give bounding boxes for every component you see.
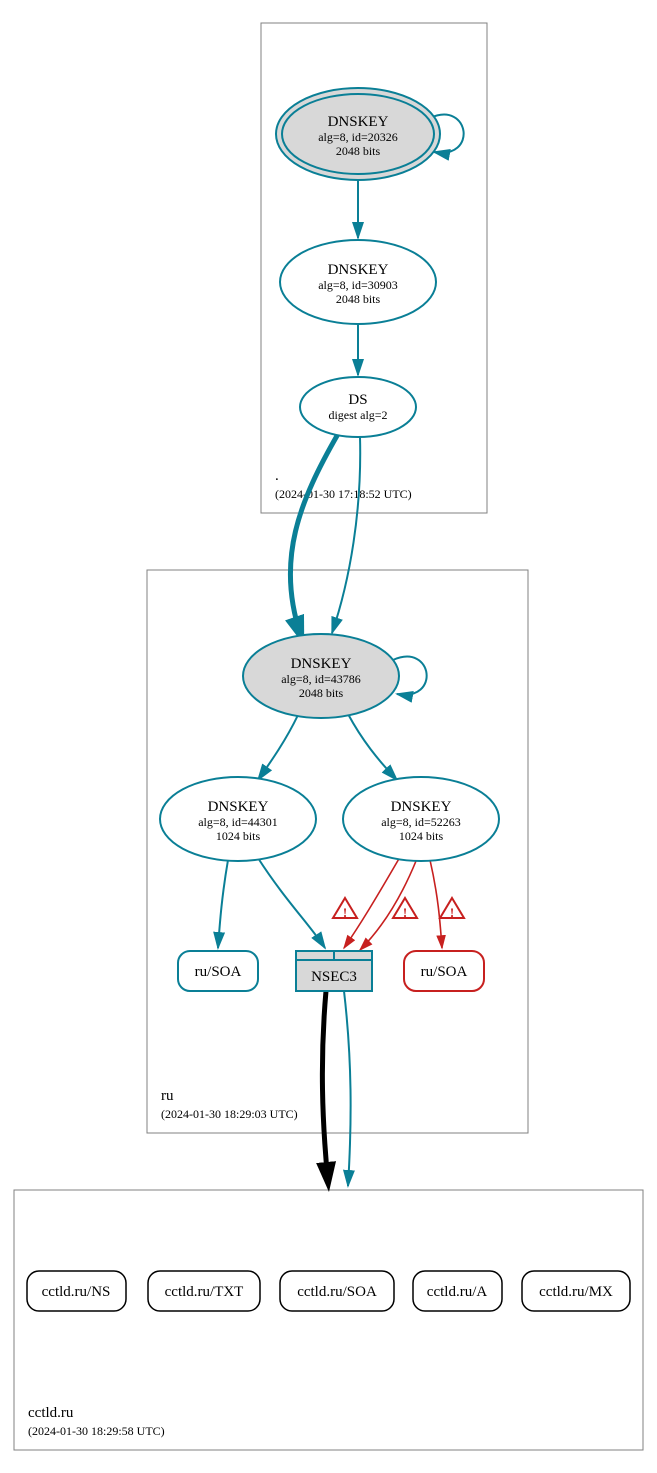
dnssec-diagram: . (2024-01-30 17:18:52 UTC) ru (2024-01-… <box>0 0 657 1473</box>
edge-ruksk-zsk1 <box>258 715 298 780</box>
svg-text:DNSKEY: DNSKEY <box>291 656 352 672</box>
svg-text:ru/SOA: ru/SOA <box>195 964 242 980</box>
node-root-ksk: DNSKEY alg=8, id=20326 2048 bits <box>276 88 440 180</box>
svg-text:NSEC3: NSEC3 <box>311 969 357 985</box>
svg-text:cctld.ru/A: cctld.ru/A <box>427 1284 488 1300</box>
node-ru-soa-red: ru/SOA <box>404 951 484 991</box>
node-cctld-mx: cctld.ru/MX <box>522 1271 630 1311</box>
svg-text:ru/SOA: ru/SOA <box>421 964 468 980</box>
svg-text:alg=8, id=44301: alg=8, id=44301 <box>198 815 278 829</box>
svg-text:2048 bits: 2048 bits <box>336 144 381 158</box>
node-cctld-ns: cctld.ru/NS <box>27 1271 126 1311</box>
svg-text:2048 bits: 2048 bits <box>336 292 381 306</box>
node-cctld-txt: cctld.ru/TXT <box>148 1271 260 1311</box>
edge-ds-ruksk-thick <box>290 434 338 636</box>
svg-text:DNSKEY: DNSKEY <box>208 799 269 815</box>
edge-ruksk-zsk2 <box>348 714 397 780</box>
zone-cctld-box <box>14 1190 643 1450</box>
edge-zsk1-soa <box>218 860 228 948</box>
svg-text:alg=8, id=52263: alg=8, id=52263 <box>381 815 461 829</box>
svg-text:!: ! <box>403 905 407 920</box>
svg-text:DS: DS <box>348 392 367 408</box>
node-root-zsk: DNSKEY alg=8, id=30903 2048 bits <box>280 240 436 324</box>
edge-zsk2-nsec3 <box>344 857 400 948</box>
svg-text:DNSKEY: DNSKEY <box>391 799 452 815</box>
svg-text:DNSKEY: DNSKEY <box>328 262 389 278</box>
edge-zsk1-nsec3 <box>258 858 325 948</box>
svg-text:digest alg=2: digest alg=2 <box>328 408 387 422</box>
node-ru-ksk: DNSKEY alg=8, id=43786 2048 bits <box>243 634 399 718</box>
warning-icon-3: ! <box>440 898 464 920</box>
edge-ds-ruksk <box>332 437 360 633</box>
edge-nsec3-cctld-teal <box>344 991 351 1186</box>
svg-text:cctld.ru/TXT: cctld.ru/TXT <box>165 1284 244 1300</box>
zone-root-label: . <box>275 468 279 484</box>
edge-nsec3-cctld-black <box>322 991 328 1182</box>
node-cctld-a: cctld.ru/A <box>413 1271 502 1311</box>
svg-text:cctld.ru/MX: cctld.ru/MX <box>539 1284 613 1300</box>
node-cctld-soa: cctld.ru/SOA <box>280 1271 394 1311</box>
node-ru-soa-teal: ru/SOA <box>178 951 258 991</box>
svg-text:alg=8, id=20326: alg=8, id=20326 <box>318 130 398 144</box>
svg-text:1024 bits: 1024 bits <box>399 829 444 843</box>
node-ru-zsk1: DNSKEY alg=8, id=44301 1024 bits <box>160 777 316 861</box>
node-root-ds: DS digest alg=2 <box>300 377 416 437</box>
zone-ru-timestamp: (2024-01-30 18:29:03 UTC) <box>161 1107 298 1121</box>
node-ru-zsk2: DNSKEY alg=8, id=52263 1024 bits <box>343 777 499 861</box>
svg-text:!: ! <box>343 905 347 920</box>
svg-text:!: ! <box>450 905 454 920</box>
zone-cctld-timestamp: (2024-01-30 18:29:58 UTC) <box>28 1424 165 1438</box>
svg-text:2048 bits: 2048 bits <box>299 686 344 700</box>
svg-text:alg=8, id=30903: alg=8, id=30903 <box>318 278 398 292</box>
edge-zsk2-soa2 <box>430 860 442 948</box>
node-nsec3: NSEC3 <box>296 951 372 991</box>
svg-text:alg=8, id=43786: alg=8, id=43786 <box>281 672 361 686</box>
svg-text:cctld.ru/SOA: cctld.ru/SOA <box>297 1284 377 1300</box>
warning-icon-1: ! <box>333 898 357 920</box>
svg-text:1024 bits: 1024 bits <box>216 829 261 843</box>
zone-root-timestamp: (2024-01-30 17:18:52 UTC) <box>275 487 412 501</box>
svg-text:cctld.ru/NS: cctld.ru/NS <box>42 1284 111 1300</box>
zone-cctld-label: cctld.ru <box>28 1405 74 1421</box>
svg-text:DNSKEY: DNSKEY <box>328 114 389 130</box>
zone-ru-label: ru <box>161 1088 174 1104</box>
